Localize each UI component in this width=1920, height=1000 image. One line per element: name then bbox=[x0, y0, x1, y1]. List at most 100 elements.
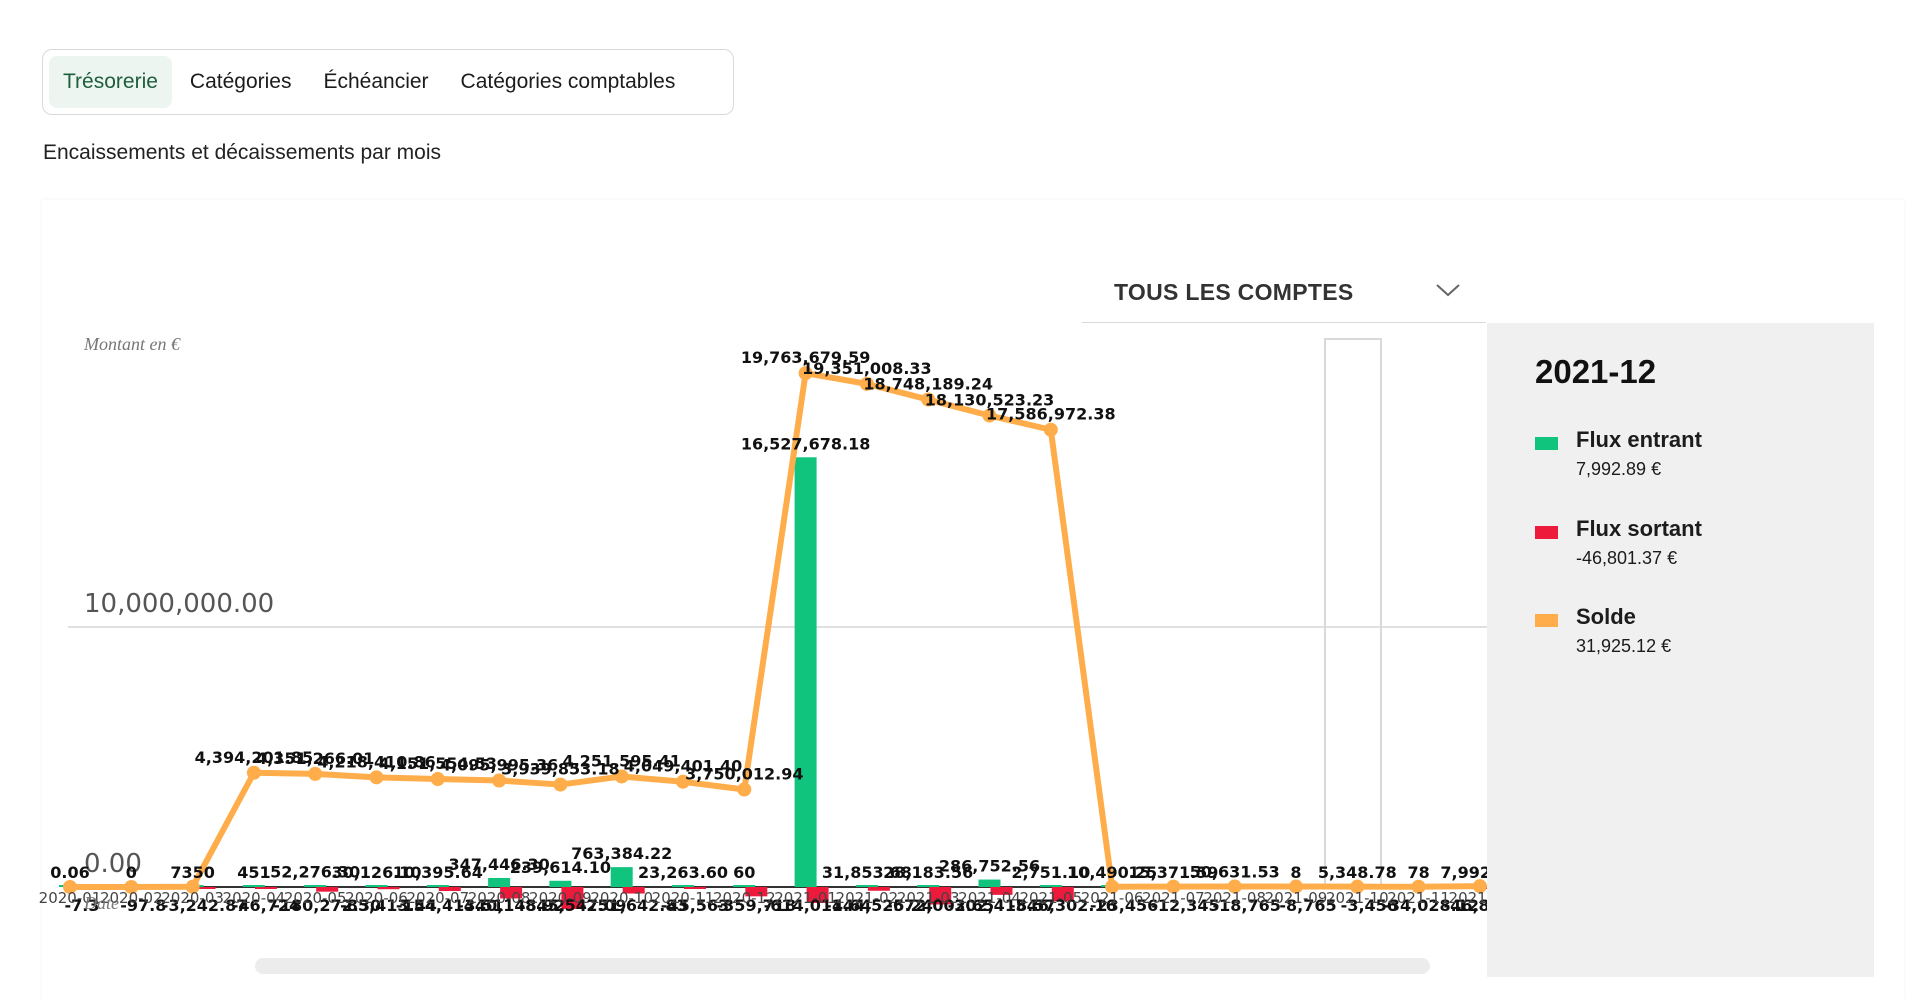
bar-flux-entrant bbox=[426, 885, 449, 887]
chevron-down-icon bbox=[1436, 284, 1460, 297]
x-tick-label: 2020-11 bbox=[652, 889, 715, 907]
data-label-entrant: 31,853.68 bbox=[822, 863, 912, 882]
x-tick-label: 2021-02 bbox=[836, 889, 899, 907]
data-label-entrant: 763,384.22 bbox=[571, 844, 672, 863]
x-tick-label: 2020-09 bbox=[529, 889, 592, 907]
data-label-entrant: 50,631.53 bbox=[1190, 863, 1280, 882]
point-solde bbox=[124, 880, 139, 894]
data-label-entrant: 0 bbox=[126, 863, 137, 882]
tab-echeancier[interactable]: Échéancier bbox=[323, 70, 429, 93]
bar-flux-entrant bbox=[242, 885, 265, 887]
data-label-sortant: -359,718 bbox=[717, 896, 797, 915]
tab-categories-comptables[interactable]: Catégories comptables bbox=[460, 70, 676, 93]
data-label-entrant: 451 bbox=[237, 863, 270, 882]
tab-categories[interactable]: Catégories bbox=[189, 70, 292, 93]
data-label-sortant: -46,724 bbox=[232, 896, 300, 915]
data-label-sortant: -97.8 bbox=[120, 896, 166, 915]
y-tick-label: 0.00 bbox=[84, 849, 142, 879]
x-tick-label: 2021-04 bbox=[958, 889, 1021, 907]
data-label-sortant: -45,563 bbox=[661, 896, 729, 915]
tab-tresorerie[interactable]: Trésorerie bbox=[49, 56, 172, 108]
bar-flux-sortant bbox=[622, 887, 645, 894]
selected-column-frame bbox=[1324, 338, 1382, 888]
point-solde bbox=[737, 782, 752, 797]
bar-flux-sortant bbox=[684, 887, 706, 889]
point-solde bbox=[308, 766, 323, 781]
bar-flux-sortant bbox=[1051, 887, 1074, 902]
data-label-sortant: -8,765 bbox=[1279, 896, 1336, 915]
x-tick-label: 2021-07 bbox=[1142, 889, 1205, 907]
chart-scrollbar[interactable] bbox=[255, 958, 1430, 974]
line-solde bbox=[70, 370, 1480, 890]
point-solde bbox=[492, 773, 507, 788]
point-solde bbox=[921, 392, 936, 407]
x-tick-label: 2021-10 bbox=[1326, 889, 1389, 907]
bar-flux-sortant bbox=[438, 887, 461, 892]
bar-flux-sortant bbox=[316, 887, 339, 892]
x-tick-label: 2020-03 bbox=[161, 889, 224, 907]
data-label-entrant: 5,348.78 bbox=[1318, 863, 1397, 882]
x-tick-label: 2020-12 bbox=[713, 889, 776, 907]
data-label-sortant: -180,272.30 bbox=[273, 896, 381, 915]
section-subtitle: Encaissements et décaissements par mois bbox=[43, 141, 442, 164]
tooltip-panel: 2021-12 Flux entrant 7,992.89 € Flux sor… bbox=[1487, 323, 1874, 977]
legend-swatch-sortant bbox=[1535, 526, 1558, 539]
point-solde bbox=[63, 880, 77, 894]
x-tick-label: 2021-06 bbox=[1081, 889, 1144, 907]
data-label-sortant: -302,418.57 bbox=[948, 896, 1056, 915]
bar-flux-sortant bbox=[193, 887, 216, 889]
x-tick-label: 2021-11 bbox=[1387, 889, 1450, 907]
y-axis-title: Montant en € bbox=[83, 334, 181, 354]
data-label-sortant: -23,456 bbox=[1090, 896, 1158, 915]
data-label-entrant: 30,126.10 bbox=[331, 863, 421, 882]
legend-value: 7,992.89 € bbox=[1576, 459, 1662, 479]
point-solde bbox=[1411, 879, 1426, 894]
x-tick-label: 2020-05 bbox=[284, 889, 347, 907]
data-label-entrant: 60 bbox=[733, 863, 755, 882]
labels-layer: Montant en €0.0010,000,000.000.06-7.3202… bbox=[39, 334, 1541, 915]
bar-flux-sortant bbox=[745, 887, 768, 897]
data-label-solde: 4,151,554.53 bbox=[379, 754, 497, 773]
x-tick-label: 2020-01 bbox=[39, 889, 102, 907]
data-label-entrant: 8 bbox=[1290, 863, 1301, 882]
point-solde bbox=[1350, 879, 1365, 894]
legend-swatch-solde bbox=[1535, 614, 1558, 627]
bar-flux-entrant bbox=[488, 877, 511, 887]
bar-flux-entrant bbox=[549, 880, 572, 887]
data-label-sortant: -546,302.16 bbox=[1009, 896, 1117, 915]
x-axis-title: Date bbox=[83, 893, 119, 913]
data-label-solde: 17,586,972.38 bbox=[986, 405, 1116, 424]
x-tick-label: 2020-04 bbox=[223, 889, 286, 907]
data-label-solde: 4,351,266.01 bbox=[256, 749, 374, 768]
data-label-sortant: -144,525.24 bbox=[825, 896, 933, 915]
data-label-entrant: 286,752.56 bbox=[939, 857, 1040, 876]
bar-flux-sortant bbox=[377, 887, 400, 890]
data-label-sortant: -251,642.83 bbox=[580, 896, 688, 915]
data-label-solde: 4,049,401.40 bbox=[624, 757, 742, 776]
bar-flux-entrant bbox=[610, 867, 633, 887]
data-label-entrant: 347,446.30 bbox=[448, 855, 549, 874]
point-solde bbox=[246, 765, 261, 780]
account-select-value: TOUS LES COMPTES bbox=[1114, 279, 1354, 305]
data-label-entrant: 0.06 bbox=[50, 863, 89, 882]
account-select[interactable]: TOUS LES COMPTES bbox=[1082, 270, 1486, 323]
data-label-solde: 18,748,189.24 bbox=[863, 375, 993, 394]
data-label-entrant: 10,490.25 bbox=[1067, 863, 1157, 882]
data-label-sortant: -440,148.92 bbox=[457, 896, 565, 915]
point-solde bbox=[553, 777, 568, 792]
data-label-sortant: -7.3 bbox=[65, 896, 100, 915]
data-label-entrant: 52,276.30 bbox=[270, 863, 360, 882]
x-tick-label: 2020-02 bbox=[100, 889, 163, 907]
bar-flux-entrant bbox=[917, 885, 940, 887]
point-solde bbox=[1043, 422, 1058, 437]
y-tick-label: 10,000,000.00 bbox=[84, 589, 274, 619]
data-label-solde: 18,130,523.23 bbox=[925, 391, 1055, 410]
x-tick-label: 2020-08 bbox=[468, 889, 531, 907]
point-solde bbox=[430, 772, 445, 787]
view-tabs: Trésorerie Catégories Échéancier Catégor… bbox=[42, 49, 734, 115]
bar-flux-sortant bbox=[929, 887, 952, 905]
legend-name: Flux entrant bbox=[1576, 427, 1702, 452]
grid-layer bbox=[68, 338, 1487, 888]
point-solde bbox=[798, 366, 813, 381]
data-label-sortant: -18,765 bbox=[1213, 896, 1281, 915]
